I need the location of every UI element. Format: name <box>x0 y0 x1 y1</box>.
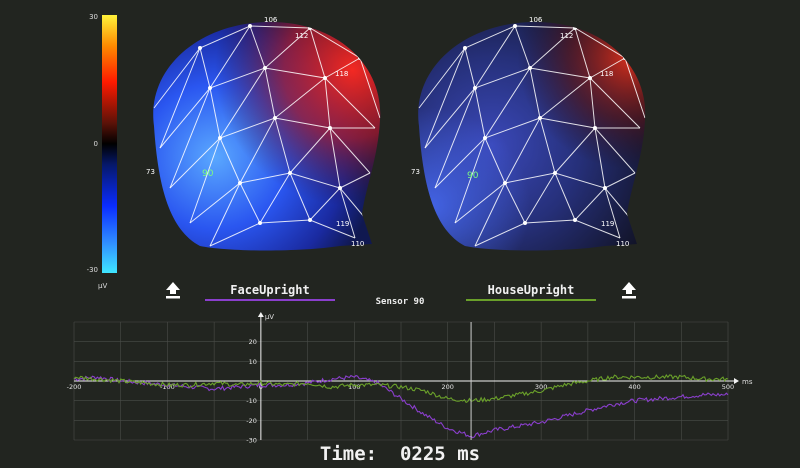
condition-label-faceupright[interactable]: FaceUpright <box>230 283 310 297</box>
colorbar-min-label: -30 <box>86 266 98 274</box>
series-line-houseupright <box>73 373 729 404</box>
highlight-electrode-label: 90 <box>202 169 214 179</box>
colorbar-mid-label: 0 <box>93 140 98 148</box>
condition-label-houseupright[interactable]: HouseUpright <box>487 283 575 297</box>
left-upload-button[interactable] <box>163 280 183 300</box>
x-axis-arrow <box>734 378 739 384</box>
colorbar-max-label: 30 <box>89 13 98 21</box>
electrode-label: 119 <box>601 220 614 228</box>
electrode-label: 119 <box>336 220 349 228</box>
electrode-label: 110 <box>616 240 629 248</box>
y-tick-label: 10 <box>249 358 257 366</box>
electrode-label: 112 <box>560 32 573 40</box>
electrode-label: 106 <box>529 16 543 24</box>
electrode-label: 110 <box>351 240 364 248</box>
electrode-label: 118 <box>600 70 613 78</box>
y-tick-label: -10 <box>246 397 257 405</box>
upload-arrow-icon <box>622 282 636 299</box>
upload-arrow-icon <box>166 282 180 299</box>
head-topography-faceupright[interactable]: 106 112 90 118 73 110 119 <box>140 8 390 256</box>
electrode-label: 106 <box>264 16 278 24</box>
chart-axes <box>74 312 739 440</box>
y-tick-label: -20 <box>246 417 257 425</box>
condition-underline-faceupright <box>205 299 335 301</box>
colorbar <box>102 15 117 273</box>
colorbar-unit: µV <box>98 282 108 290</box>
electrode-label: 73 <box>146 168 155 176</box>
electrode-label: 73 <box>411 168 420 176</box>
x-tick-label: -200 <box>67 383 82 391</box>
y-tick-label: 20 <box>249 338 257 346</box>
y-axis-label: µV <box>265 313 274 321</box>
highlight-electrode-label: 90 <box>467 171 479 181</box>
electrode-label: 118 <box>335 70 348 78</box>
x-tick-label: 400 <box>628 383 640 391</box>
x-tick-label: 300 <box>535 383 547 391</box>
x-tick-label: 500 <box>722 383 734 391</box>
x-tick-label: 200 <box>442 383 454 391</box>
electrode-label: 112 <box>295 32 308 40</box>
condition-underline-houseupright <box>466 299 596 301</box>
head-topography-houseupright[interactable]: 106 112 90 118 73 110 119 <box>405 8 655 256</box>
sensor-title: Sensor 90 <box>375 297 425 307</box>
y-axis-arrow <box>257 312 264 317</box>
x-tick-label: 0 <box>259 383 263 391</box>
x-tick-label: 100 <box>348 383 360 391</box>
y-tick-label: -30 <box>246 437 257 445</box>
x-axis-label: ms <box>742 378 753 386</box>
chart-series <box>73 373 729 439</box>
right-upload-button[interactable] <box>619 280 639 300</box>
time-readout: Time: 0225 ms <box>319 443 481 465</box>
